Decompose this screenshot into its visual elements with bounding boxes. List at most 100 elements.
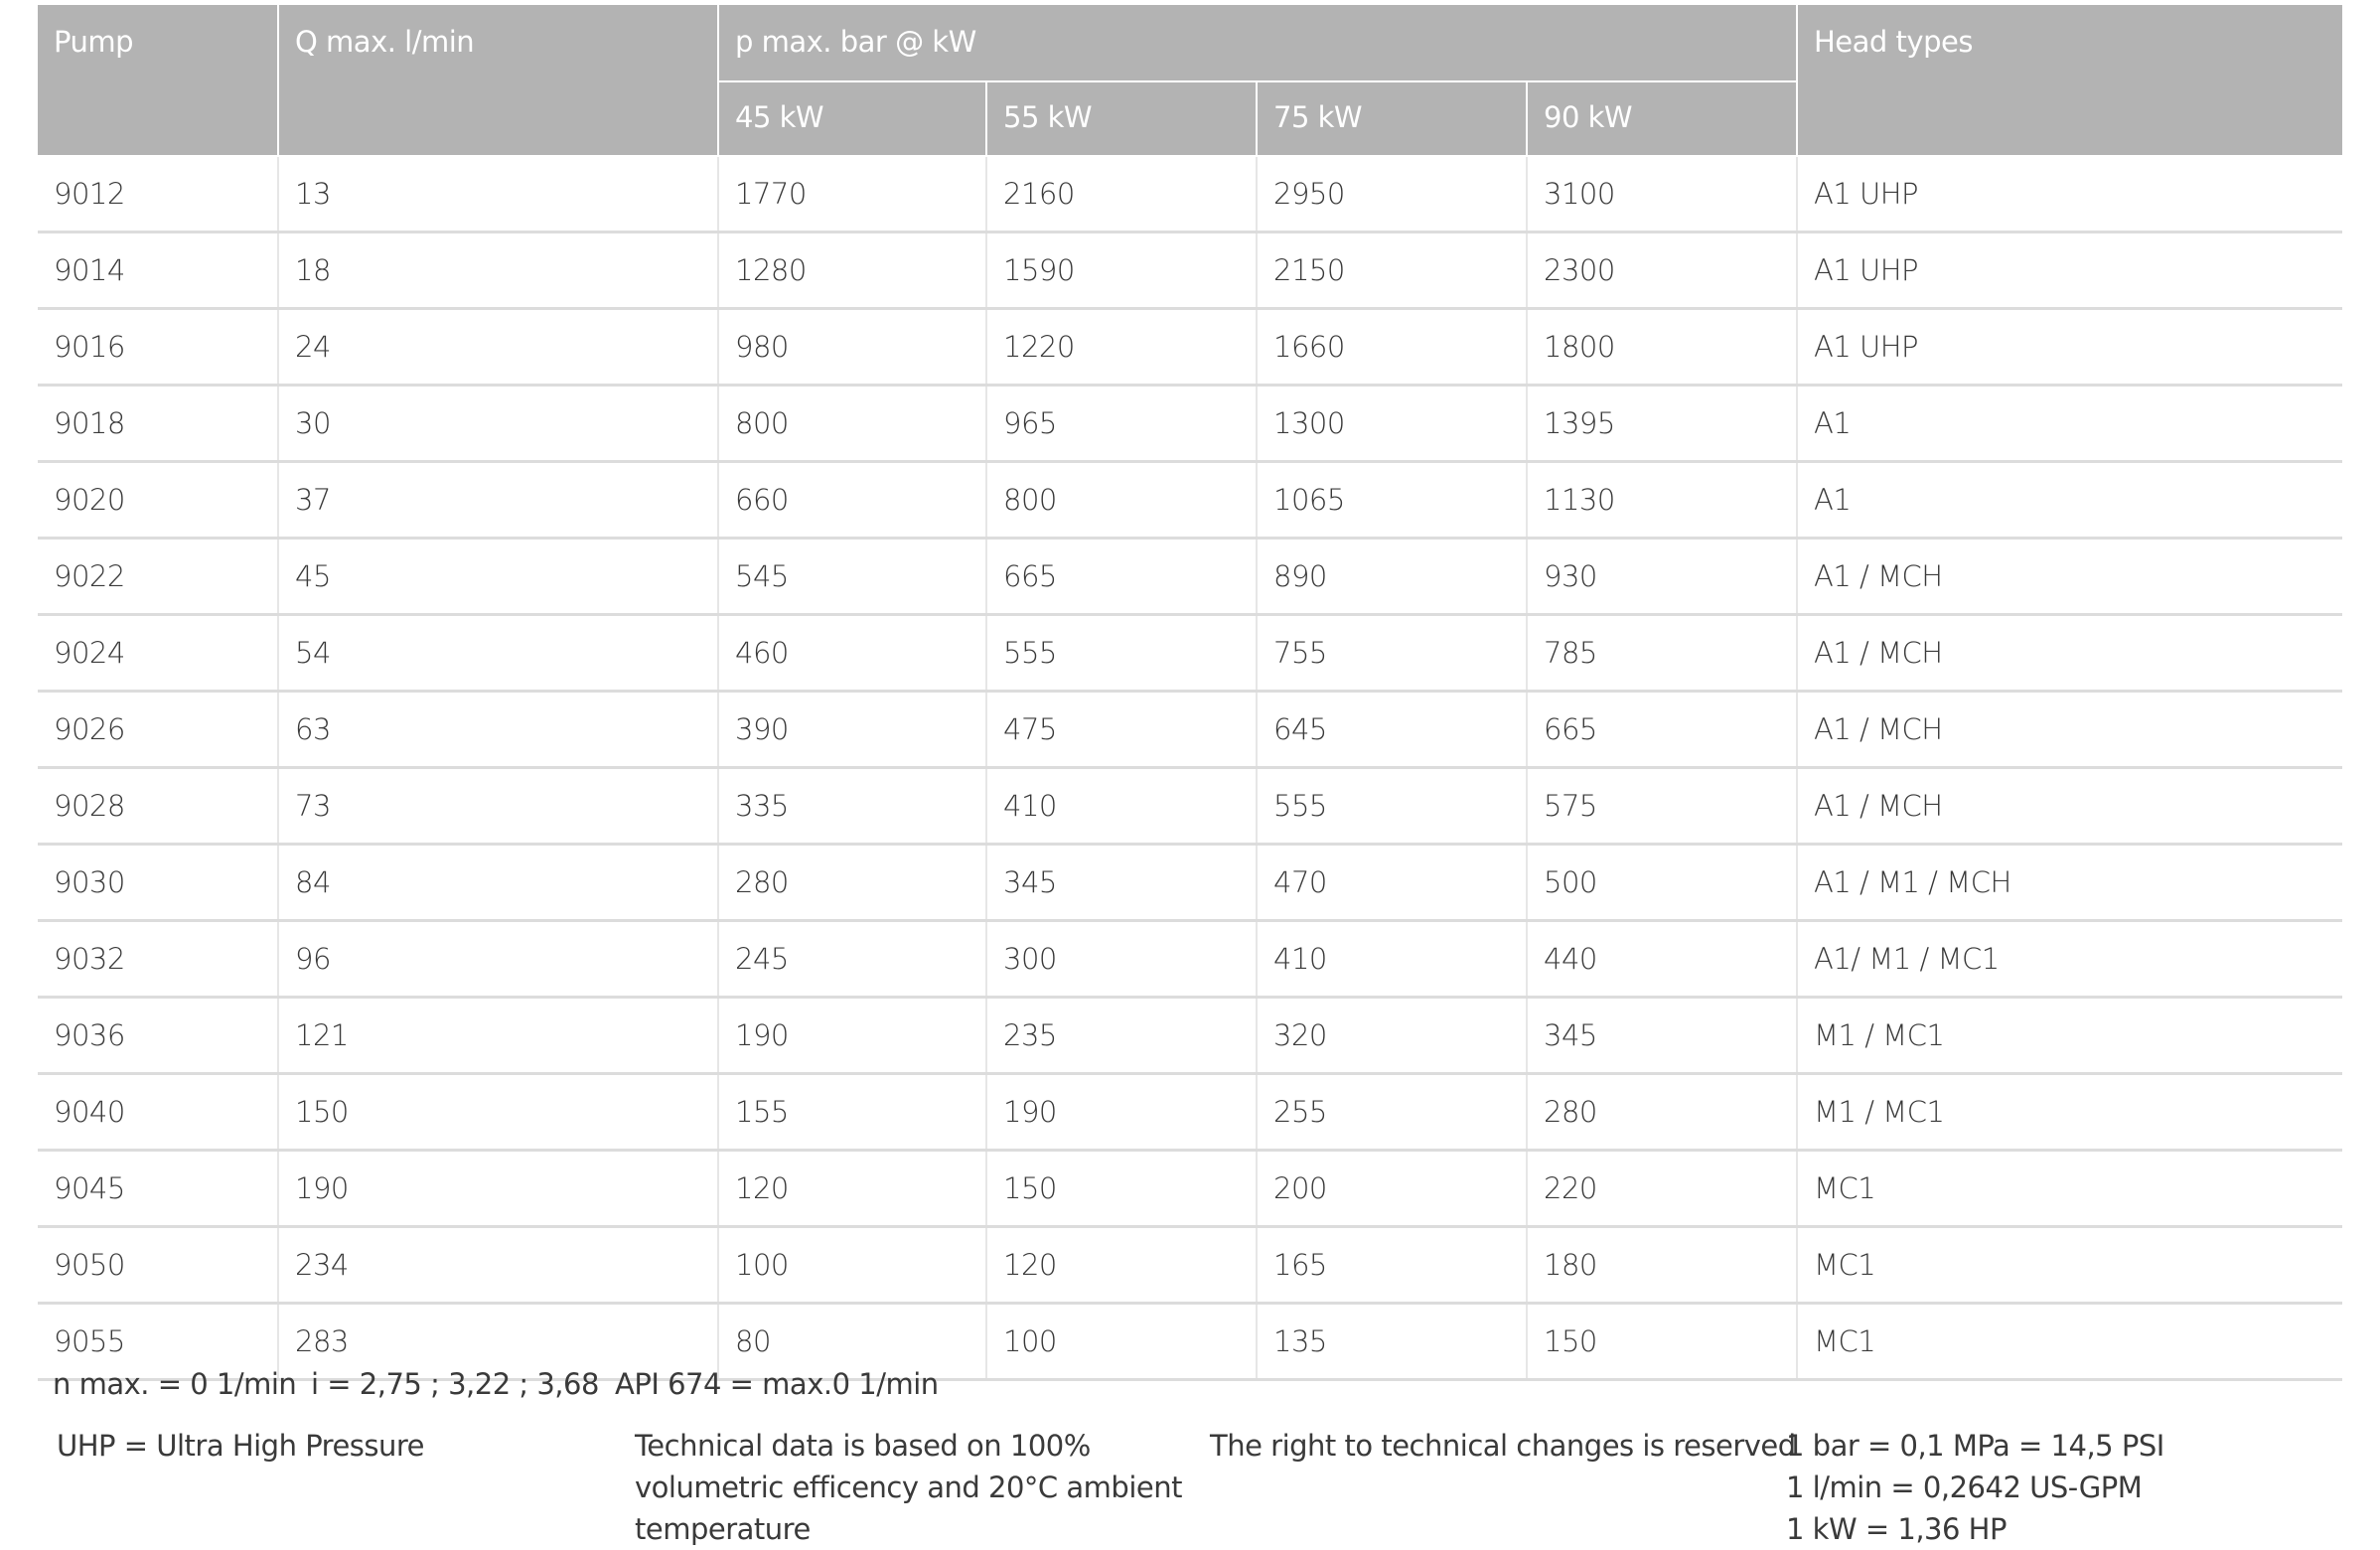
- cell-p-45kw: 100: [717, 1226, 986, 1305]
- note-technical-line: temperature: [635, 1512, 811, 1546]
- cell-p-55kw: 150: [985, 1150, 1257, 1228]
- cell-p-90kw: 930: [1526, 538, 1797, 616]
- cell-pump: 9024: [38, 614, 278, 693]
- cell-p-55kw: 665: [985, 538, 1257, 616]
- cell-p-75kw: 645: [1256, 691, 1527, 769]
- cell-q-max: 84: [277, 844, 718, 922]
- cell-p-90kw: 2300: [1526, 232, 1797, 310]
- cell-p-45kw: 1770: [717, 156, 986, 233]
- cell-pump: 9012: [38, 156, 278, 233]
- header-pump: Pump: [38, 5, 279, 157]
- header-p-max: p max. bar @ kW: [717, 5, 1798, 82]
- cell-p-75kw: 1660: [1256, 308, 1527, 387]
- cell-head-types: A1 / M1 / MCH: [1796, 844, 2342, 922]
- cell-p-75kw: 555: [1256, 767, 1527, 846]
- table-row: 9024 54 460 555 755 785 A1 / MCH: [38, 614, 2342, 693]
- cell-head-types: MC1: [1796, 1303, 2342, 1381]
- cell-pump: 9022: [38, 538, 278, 616]
- table-row: 9045 190 120 150 200 220 MC1: [38, 1150, 2342, 1228]
- cell-p-75kw: 135: [1256, 1303, 1527, 1381]
- cell-head-types: A1 / MCH: [1796, 538, 2342, 616]
- cell-p-55kw: 555: [985, 614, 1257, 693]
- cell-p-55kw: 345: [985, 844, 1257, 922]
- cell-q-max: 283: [277, 1303, 718, 1381]
- cell-head-types: A1 / MCH: [1796, 767, 2342, 846]
- cell-p-75kw: 2950: [1256, 156, 1527, 233]
- cell-q-max: 24: [277, 308, 718, 387]
- cell-p-90kw: 220: [1526, 1150, 1797, 1228]
- cell-p-90kw: 440: [1526, 920, 1797, 999]
- cell-q-max: 73: [277, 767, 718, 846]
- header-90kw: 90 kW: [1526, 81, 1798, 157]
- conversion-line: 1 l/min = 0,2642 US-GPM: [1786, 1471, 2143, 1504]
- table-row: 9022 45 545 665 890 930 A1 / MCH: [38, 538, 2342, 616]
- cell-pump: 9018: [38, 385, 278, 463]
- cell-p-45kw: 545: [717, 538, 986, 616]
- cell-p-90kw: 150: [1526, 1303, 1797, 1381]
- header-q-max: Q max. l/min: [277, 5, 719, 157]
- table-row: 9040 150 155 190 255 280 M1 / MC1: [38, 1073, 2342, 1152]
- cell-p-90kw: 785: [1526, 614, 1797, 693]
- cell-pump: 9045: [38, 1150, 278, 1228]
- cell-p-45kw: 460: [717, 614, 986, 693]
- cell-p-55kw: 235: [985, 997, 1257, 1075]
- cell-p-90kw: 345: [1526, 997, 1797, 1075]
- cell-p-90kw: 500: [1526, 844, 1797, 922]
- cell-p-55kw: 2160: [985, 156, 1257, 233]
- cell-p-75kw: 470: [1256, 844, 1527, 922]
- table-row: 9050 234 100 120 165 180 MC1: [38, 1226, 2342, 1305]
- cell-q-max: 30: [277, 385, 718, 463]
- note-technical-line: Technical data is based on 100%: [635, 1429, 1091, 1463]
- cell-q-max: 121: [277, 997, 718, 1075]
- cell-pump: 9036: [38, 997, 278, 1075]
- header-head-types: Head types: [1796, 5, 2342, 157]
- cell-q-max: 63: [277, 691, 718, 769]
- cell-p-45kw: 190: [717, 997, 986, 1075]
- cell-pump: 9055: [38, 1303, 278, 1381]
- note-conversions: 1 bar = 0,1 MPa = 14,5 PSI 1 l/min = 0,2…: [1786, 1425, 2164, 1550]
- cell-head-types: M1 / MC1: [1796, 997, 2342, 1075]
- footnote-api: API 674 = max.0 1/min: [615, 1367, 939, 1401]
- cell-p-75kw: 200: [1256, 1150, 1527, 1228]
- cell-p-45kw: 245: [717, 920, 986, 999]
- cell-pump: 9050: [38, 1226, 278, 1305]
- cell-p-45kw: 155: [717, 1073, 986, 1152]
- cell-p-90kw: 3100: [1526, 156, 1797, 233]
- cell-p-55kw: 100: [985, 1303, 1257, 1381]
- cell-p-75kw: 755: [1256, 614, 1527, 693]
- cell-q-max: 96: [277, 920, 718, 999]
- cell-p-45kw: 660: [717, 461, 986, 540]
- cell-pump: 9030: [38, 844, 278, 922]
- table-row: 9014 18 1280 1590 2150 2300 A1 UHP: [38, 232, 2342, 310]
- cell-p-90kw: 1800: [1526, 308, 1797, 387]
- cell-p-75kw: 1300: [1256, 385, 1527, 463]
- conversion-line: 1 kW = 1,36 HP: [1786, 1512, 2007, 1546]
- cell-head-types: A1 / MCH: [1796, 614, 2342, 693]
- cell-p-55kw: 800: [985, 461, 1257, 540]
- cell-head-types: A1 UHP: [1796, 308, 2342, 387]
- cell-p-45kw: 800: [717, 385, 986, 463]
- cell-p-45kw: 335: [717, 767, 986, 846]
- note-rights: The right to technical changes is reserv…: [1210, 1429, 1796, 1463]
- cell-p-55kw: 475: [985, 691, 1257, 769]
- cell-head-types: A1 UHP: [1796, 156, 2342, 233]
- cell-q-max: 45: [277, 538, 718, 616]
- cell-p-55kw: 965: [985, 385, 1257, 463]
- cell-q-max: 37: [277, 461, 718, 540]
- cell-head-types: A1 / MCH: [1796, 691, 2342, 769]
- cell-p-75kw: 1065: [1256, 461, 1527, 540]
- table-row: 9012 13 1770 2160 2950 3100 A1 UHP: [38, 156, 2342, 233]
- cell-p-55kw: 120: [985, 1226, 1257, 1305]
- cell-p-75kw: 410: [1256, 920, 1527, 999]
- cell-pump: 9040: [38, 1073, 278, 1152]
- header-75kw: 75 kW: [1256, 81, 1528, 157]
- table-row: 9016 24 980 1220 1660 1800 A1 UHP: [38, 308, 2342, 387]
- cell-p-90kw: 1395: [1526, 385, 1797, 463]
- cell-head-types: A1: [1796, 385, 2342, 463]
- cell-p-90kw: 575: [1526, 767, 1797, 846]
- cell-pump: 9028: [38, 767, 278, 846]
- cell-p-75kw: 165: [1256, 1226, 1527, 1305]
- cell-p-90kw: 180: [1526, 1226, 1797, 1305]
- cell-head-types: A1: [1796, 461, 2342, 540]
- cell-p-55kw: 190: [985, 1073, 1257, 1152]
